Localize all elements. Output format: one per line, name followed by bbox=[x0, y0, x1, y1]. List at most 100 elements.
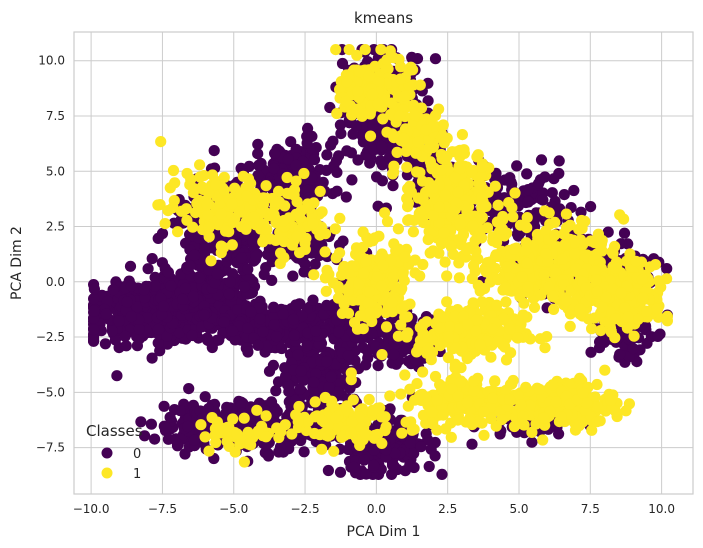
point-class-0 bbox=[109, 334, 121, 346]
point-class-1 bbox=[424, 156, 436, 168]
point-class-0 bbox=[526, 436, 538, 448]
point-class-1 bbox=[372, 98, 384, 110]
point-class-0 bbox=[152, 337, 164, 349]
point-class-0 bbox=[404, 437, 416, 449]
point-class-0 bbox=[142, 263, 154, 275]
point-class-1 bbox=[362, 297, 374, 309]
series-1 bbox=[152, 44, 674, 468]
point-class-1 bbox=[595, 325, 607, 337]
point-class-1 bbox=[372, 77, 385, 89]
point-class-1 bbox=[447, 248, 459, 260]
point-class-0 bbox=[422, 434, 434, 446]
point-class-1 bbox=[427, 210, 439, 222]
point-class-0 bbox=[376, 159, 388, 171]
point-class-0 bbox=[135, 416, 147, 428]
point-class-0 bbox=[146, 253, 158, 265]
point-class-0 bbox=[252, 138, 264, 150]
point-class-0 bbox=[287, 270, 299, 282]
point-class-1 bbox=[424, 247, 436, 259]
point-class-0 bbox=[193, 232, 205, 244]
point-class-1 bbox=[359, 44, 371, 56]
point-class-0 bbox=[280, 370, 292, 382]
point-class-0 bbox=[88, 293, 100, 305]
point-class-0 bbox=[261, 340, 273, 352]
point-class-1 bbox=[576, 222, 588, 235]
point-class-1 bbox=[560, 208, 573, 220]
point-class-0 bbox=[119, 330, 131, 342]
point-class-1 bbox=[528, 301, 541, 313]
point-class-0 bbox=[429, 53, 442, 65]
point-class-1 bbox=[526, 271, 538, 283]
point-class-0 bbox=[232, 304, 244, 316]
point-class-0 bbox=[436, 468, 448, 480]
point-class-0 bbox=[389, 447, 401, 459]
point-class-0 bbox=[159, 422, 172, 434]
point-class-0 bbox=[422, 95, 434, 107]
point-class-0 bbox=[209, 277, 221, 289]
point-class-1 bbox=[534, 333, 547, 345]
point-class-0 bbox=[296, 310, 308, 322]
point-class-1 bbox=[622, 311, 634, 323]
point-class-1 bbox=[606, 283, 619, 295]
point-class-0 bbox=[301, 340, 313, 352]
point-class-1 bbox=[438, 227, 450, 239]
point-class-1 bbox=[417, 258, 429, 271]
point-class-0 bbox=[325, 371, 337, 383]
point-class-0 bbox=[511, 228, 523, 240]
point-class-0 bbox=[111, 370, 123, 382]
point-class-0 bbox=[568, 184, 580, 197]
point-class-1 bbox=[388, 280, 400, 292]
point-class-0 bbox=[229, 334, 241, 346]
point-class-0 bbox=[322, 464, 334, 477]
point-class-0 bbox=[362, 345, 374, 357]
point-class-1 bbox=[535, 289, 547, 301]
point-class-0 bbox=[321, 299, 333, 311]
point-class-1 bbox=[517, 309, 529, 321]
point-class-0 bbox=[133, 323, 145, 335]
point-class-0 bbox=[429, 450, 441, 462]
point-class-0 bbox=[202, 334, 214, 346]
point-class-0 bbox=[340, 191, 352, 203]
point-class-1 bbox=[549, 229, 561, 241]
point-class-1 bbox=[340, 95, 352, 108]
point-class-0 bbox=[88, 283, 100, 295]
point-class-0 bbox=[281, 379, 294, 391]
point-class-1 bbox=[357, 323, 369, 335]
point-class-0 bbox=[139, 430, 151, 442]
point-class-0 bbox=[290, 299, 302, 311]
point-class-1 bbox=[354, 66, 366, 78]
data-points bbox=[88, 44, 674, 480]
point-class-1 bbox=[569, 248, 581, 260]
point-class-1 bbox=[499, 281, 511, 294]
point-class-1 bbox=[404, 180, 416, 192]
point-class-1 bbox=[364, 307, 376, 319]
point-class-0 bbox=[367, 119, 379, 131]
point-class-1 bbox=[466, 165, 478, 177]
point-class-0 bbox=[152, 232, 164, 244]
point-class-1 bbox=[516, 271, 528, 283]
point-class-0 bbox=[158, 300, 170, 312]
point-class-0 bbox=[226, 325, 239, 337]
point-class-0 bbox=[386, 459, 399, 471]
point-class-0 bbox=[270, 331, 283, 343]
point-class-1 bbox=[492, 274, 504, 286]
point-class-0 bbox=[106, 325, 118, 337]
point-class-0 bbox=[306, 357, 318, 369]
point-class-0 bbox=[186, 329, 198, 342]
point-class-1 bbox=[414, 206, 426, 218]
point-class-0 bbox=[184, 260, 196, 272]
point-class-1 bbox=[520, 244, 532, 256]
point-class-0 bbox=[585, 201, 597, 213]
point-class-1 bbox=[369, 232, 381, 244]
point-class-1 bbox=[354, 310, 366, 322]
point-class-0 bbox=[309, 258, 321, 270]
point-class-0 bbox=[125, 280, 138, 292]
point-class-1 bbox=[630, 255, 642, 267]
point-class-1 bbox=[364, 286, 376, 298]
point-class-1 bbox=[398, 90, 410, 102]
point-class-0 bbox=[352, 154, 364, 166]
point-class-0 bbox=[198, 309, 210, 321]
point-class-0 bbox=[268, 310, 280, 322]
point-class-1 bbox=[401, 161, 413, 173]
point-class-1 bbox=[427, 182, 439, 194]
